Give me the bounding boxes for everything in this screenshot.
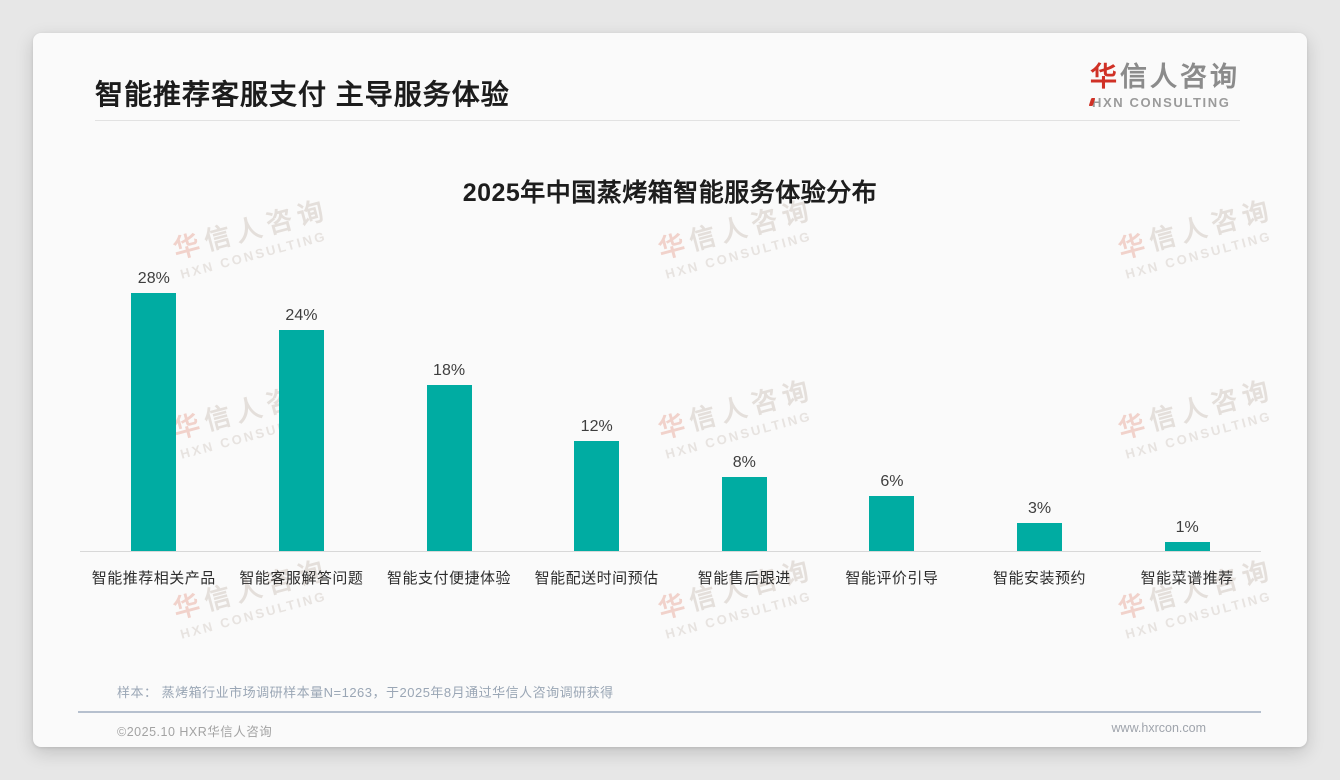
- page-title: 智能推荐客服支付 主导服务体验: [95, 79, 510, 110]
- category-label: 智能安装预约: [993, 570, 1087, 587]
- bar-value-label: 28%: [137, 270, 170, 288]
- category-label: 智能推荐相关产品: [91, 570, 216, 587]
- bar-value-label: 12%: [580, 417, 613, 435]
- bar-value-label: 6%: [880, 472, 904, 490]
- logo-name-rest: 信人咨询: [1120, 62, 1240, 92]
- category-label: 智能配送时间预估: [534, 570, 659, 587]
- logo-accent-char: 华: [1090, 62, 1120, 92]
- bar-column: 28%: [80, 270, 228, 551]
- bar-value-label: 24%: [285, 307, 318, 325]
- bar-column: 12%: [523, 418, 671, 551]
- bar-column: 3%: [966, 500, 1114, 551]
- category-label: 智能菜谱推荐: [1140, 570, 1234, 587]
- bar: [278, 330, 324, 551]
- categories-row: 智能推荐相关产品 智能客服解答问题 智能支付便捷体验 智能配送时间预估 智能售后跟进 智能…: [80, 567, 1261, 588]
- bar: [1164, 541, 1210, 551]
- bar: [721, 477, 767, 551]
- category-label: 智能售后跟进: [697, 570, 791, 587]
- category-label: 智能支付便捷体验: [387, 570, 512, 587]
- bar-column: 6%: [818, 473, 966, 551]
- footer-divider: [78, 711, 1261, 713]
- bar-value-label: 3%: [1028, 500, 1052, 518]
- bar: [426, 385, 472, 551]
- slide-card: 华信人咨询 HXN CONSULTING 华信人咨询 HXN CONSULTING 华信…: [33, 33, 1307, 747]
- bar-column: 18%: [375, 362, 523, 551]
- bar: [1017, 523, 1063, 551]
- copyright-text: ©2025.10 HXR华信人咨询: [117, 725, 273, 739]
- x-axis-line: [80, 551, 1261, 552]
- website-url: www.hxrcon.com: [1111, 721, 1206, 735]
- bar-value-label: 1%: [1175, 518, 1199, 536]
- header-divider: [95, 120, 1240, 121]
- bar-column: 24%: [228, 307, 376, 551]
- bar-column: 1%: [1113, 519, 1261, 551]
- company-logo: 华信人咨询 HXN CONSULTING: [1090, 55, 1240, 110]
- bar: [869, 495, 915, 551]
- bar-column: 8%: [671, 454, 819, 551]
- logo-english-name: HXN CONSULTING: [1090, 95, 1240, 110]
- sample-note: 样本： 蒸烤箱行业市场调研样本量N=1263，于2025年8月通过华信人咨询调研…: [117, 685, 614, 700]
- bar: [131, 293, 177, 551]
- bar-chart: 28% 24% 18% 12% 8% 6% 3% 1% 智能推荐相关产品 智能客服解答问题 智能支…: [80, 261, 1261, 588]
- category-label: 智能客服解答问题: [239, 570, 364, 587]
- logo-chinese-name: 华信人咨询: [1090, 55, 1240, 94]
- bars-row: 28% 24% 18% 12% 8% 6% 3% 1%: [80, 261, 1261, 551]
- bar: [574, 440, 620, 551]
- category-label: 智能评价引导: [845, 570, 939, 587]
- bar-value-label: 18%: [433, 362, 466, 380]
- bar-value-label: 8%: [732, 454, 756, 472]
- slide-content: 智能推荐客服支付 主导服务体验 华信人咨询 HXN CONSULTING 202…: [33, 33, 1307, 747]
- chart-title: 2025年中国蒸烤箱智能服务体验分布: [462, 179, 878, 207]
